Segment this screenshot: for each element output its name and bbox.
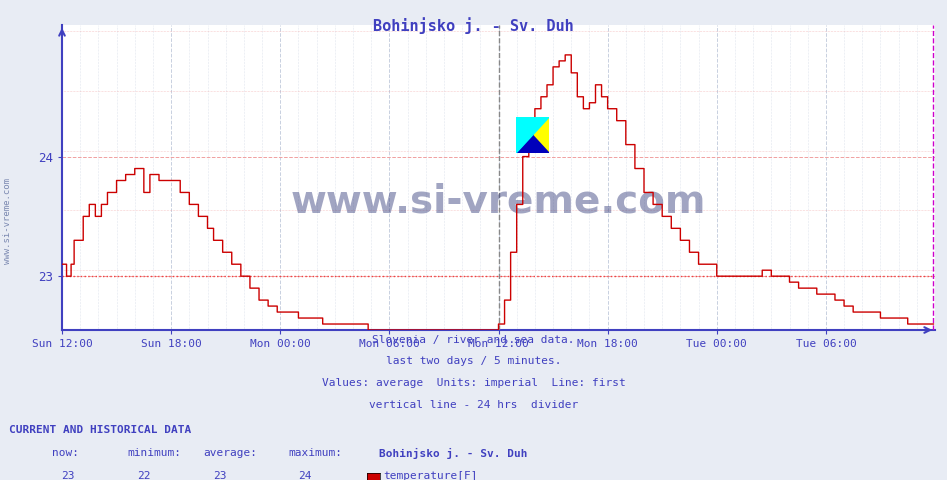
Text: last two days / 5 minutes.: last two days / 5 minutes. bbox=[385, 356, 562, 366]
Text: 22: 22 bbox=[137, 471, 151, 480]
Text: Values: average  Units: imperial  Line: first: Values: average Units: imperial Line: fi… bbox=[322, 378, 625, 388]
Text: www.si-vreme.com: www.si-vreme.com bbox=[291, 183, 706, 221]
Text: minimum:: minimum: bbox=[128, 448, 182, 458]
Text: Bohinjsko j. - Sv. Duh: Bohinjsko j. - Sv. Duh bbox=[373, 17, 574, 34]
Text: Bohinjsko j. - Sv. Duh: Bohinjsko j. - Sv. Duh bbox=[379, 448, 527, 459]
Text: 23: 23 bbox=[62, 471, 75, 480]
Polygon shape bbox=[516, 135, 549, 153]
Text: maximum:: maximum: bbox=[289, 448, 343, 458]
Text: average:: average: bbox=[204, 448, 258, 458]
Text: www.si-vreme.com: www.si-vreme.com bbox=[3, 178, 12, 264]
Text: 23: 23 bbox=[213, 471, 226, 480]
Text: temperature[F]: temperature[F] bbox=[384, 471, 478, 480]
Text: Slovenia / river and sea data.: Slovenia / river and sea data. bbox=[372, 335, 575, 345]
Text: now:: now: bbox=[52, 448, 80, 458]
Text: 24: 24 bbox=[298, 471, 312, 480]
Text: vertical line - 24 hrs  divider: vertical line - 24 hrs divider bbox=[369, 399, 578, 409]
Text: CURRENT AND HISTORICAL DATA: CURRENT AND HISTORICAL DATA bbox=[9, 425, 191, 435]
Polygon shape bbox=[516, 117, 549, 135]
Polygon shape bbox=[516, 117, 532, 153]
